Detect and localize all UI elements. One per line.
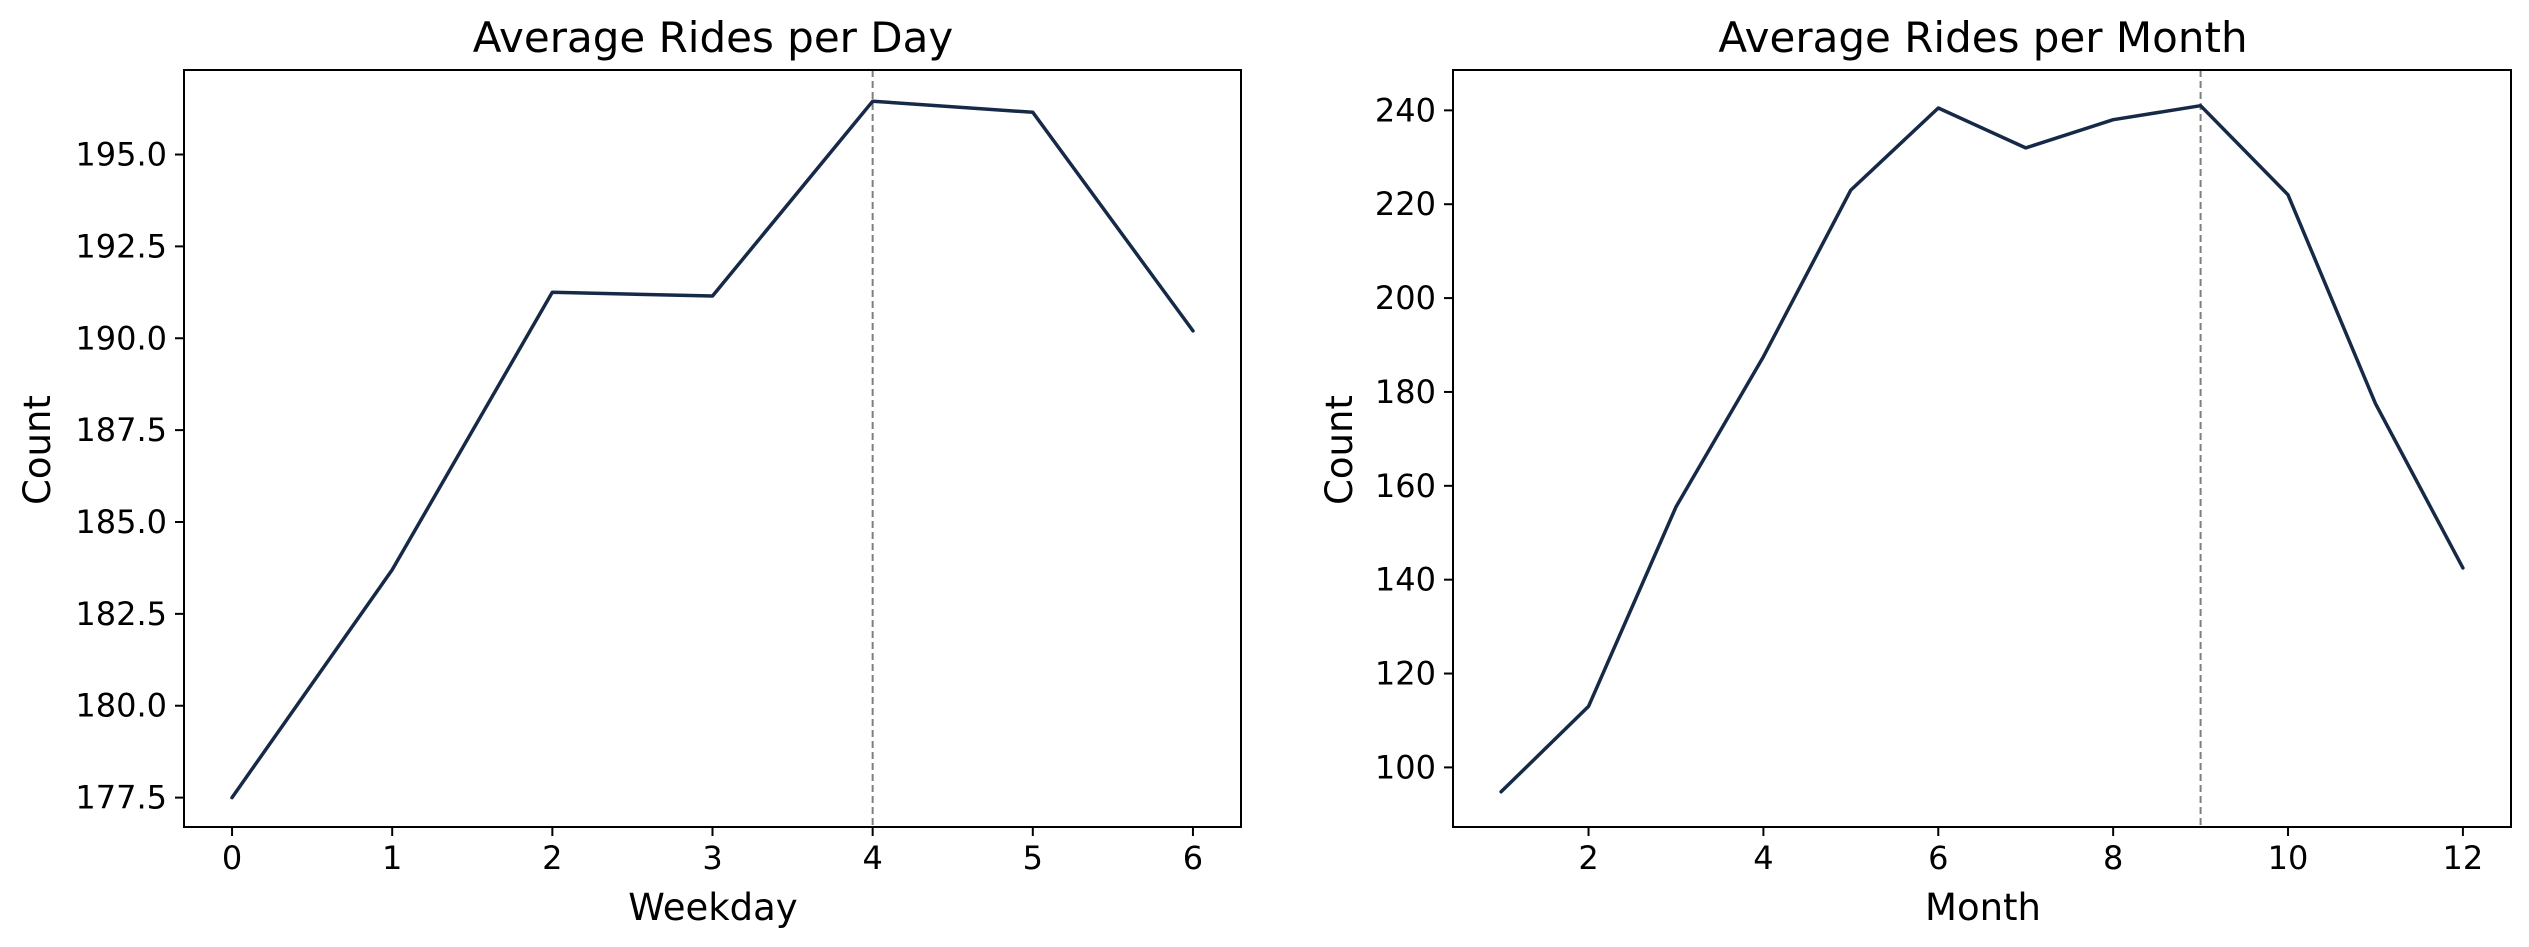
x-tick-label: 8 (2103, 839, 2123, 877)
y-tick-label: 100 (1375, 748, 1436, 786)
x-tick-label: 2 (542, 839, 562, 877)
y-axis-label: Count (1318, 395, 1361, 505)
x-tick-label: 0 (222, 839, 242, 877)
y-tick-label: 177.5 (75, 779, 167, 817)
y-tick-label: 160 (1375, 467, 1436, 505)
chart-average-rides-per-day: Average Rides per Day Weekday Count 0 1 2 3… (16, 13, 1242, 929)
y-tick-label: 180.0 (75, 687, 167, 725)
plot-frame (1452, 69, 2512, 828)
y-tick-label: 140 (1375, 561, 1436, 599)
plot-frame (183, 69, 1242, 828)
x-tick-label: 6 (1928, 839, 1948, 877)
y-tick-label: 195.0 (75, 136, 167, 174)
y-tick-label: 200 (1375, 279, 1436, 317)
x-tick-label: 12 (2443, 839, 2484, 877)
tick-group: 2 4 6 8 10 12 100 120 140 160 180 200 220 240 (1375, 91, 2483, 877)
y-tick-label: 185.0 (75, 503, 167, 541)
series-line (230, 99, 1195, 800)
y-tick-label: 182.5 (75, 595, 167, 633)
x-tick-label: 2 (1578, 839, 1598, 877)
chart-title: Average Rides per Month (1718, 13, 2247, 62)
x-axis-label: Weekday (628, 886, 797, 929)
tick-group: 0 1 2 3 4 5 6 177.5 180.0 182.5 185.0 187.5 190.0 192… (75, 136, 1203, 877)
x-tick-label: 4 (862, 839, 882, 877)
x-axis-label: Month (1925, 886, 2041, 929)
x-tick-label: 3 (702, 839, 722, 877)
y-tick-label: 220 (1375, 185, 1436, 223)
chart-average-rides-per-month: Average Rides per Month Month Count 2 4 6 8… (1318, 13, 2512, 929)
x-tick-label: 4 (1753, 839, 1773, 877)
x-tick-label: 10 (2268, 839, 2309, 877)
y-tick-label: 240 (1375, 91, 1436, 129)
y-tick-label: 120 (1375, 655, 1436, 693)
chart-title: Average Rides per Day (473, 13, 953, 62)
x-tick-label: 6 (1183, 839, 1203, 877)
series-line (1499, 103, 2465, 794)
y-tick-label: 190.0 (75, 319, 167, 357)
x-tick-label: 1 (382, 839, 402, 877)
y-tick-label: 192.5 (75, 227, 167, 265)
y-axis-label: Count (16, 395, 59, 505)
y-tick-label: 187.5 (75, 411, 167, 449)
y-tick-label: 180 (1375, 373, 1436, 411)
x-tick-label: 5 (1023, 839, 1043, 877)
